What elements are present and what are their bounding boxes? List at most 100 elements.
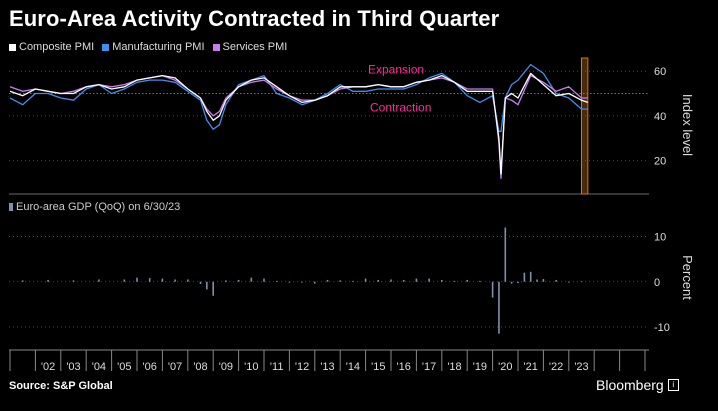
gdp-swatch-icon (9, 203, 13, 211)
source-note: Source: S&P Global (9, 380, 113, 392)
pmi-tick-label: 20 (654, 156, 666, 168)
x-tick-label: '18 (447, 361, 461, 373)
x-tick-label: '09 (219, 361, 233, 373)
highlight-region (581, 57, 589, 195)
gdp-bar (377, 279, 380, 282)
x-tick-label: '22 (549, 361, 563, 373)
gdp-bar (428, 278, 430, 282)
x-tick-label: '14 (346, 361, 360, 373)
brand-text: Bloomberg (596, 377, 664, 393)
x-tick-label: '20 (498, 361, 512, 373)
pmi-legend: Composite PMI Manufacturing PMI Services… (9, 41, 287, 53)
x-tick-label: '17 (422, 361, 436, 373)
x-tick-label: '16 (397, 361, 411, 373)
gdp-bar (326, 279, 329, 282)
gdp-tick-label: 10 (654, 232, 666, 244)
x-tick-label: '06 (143, 361, 157, 373)
x-tick-label: '15 (371, 361, 385, 373)
gdp-legend-label: Euro-area GDP (QoQ) on 6/30/23 (16, 201, 181, 213)
gdp-bar (72, 280, 75, 282)
x-tick-label: '05 (117, 361, 131, 373)
series-line-manufacturing-pmi (9, 63, 588, 133)
gdp-panel: -10 0 10 Percent (9, 227, 695, 334)
pmi-axis-title: Index level (680, 94, 695, 156)
gdp-bar (504, 227, 507, 282)
contraction-annotation: Contraction (370, 101, 431, 115)
gdp-bar (148, 278, 151, 282)
gdp-bar (542, 279, 545, 282)
chart-title: Euro-Area Activity Contracted in Third Q… (9, 6, 500, 31)
gdp-bar (225, 280, 227, 282)
gdp-bar (352, 280, 354, 282)
pmi-tick-label: 60 (654, 66, 666, 78)
gdp-axis-title: Percent (680, 255, 695, 300)
expansion-annotation: Expansion (368, 63, 424, 77)
legend-label-services: Services PMI (222, 41, 288, 53)
x-tick-label: '02 (41, 361, 55, 373)
composite-swatch-icon (9, 43, 16, 51)
gdp-bar (47, 279, 49, 282)
gdp-bar (491, 281, 494, 298)
manufacturing-swatch-icon (102, 43, 110, 51)
gdp-bar (314, 281, 316, 284)
gdp-bar (580, 281, 583, 283)
gdp-bar (136, 277, 138, 282)
gdp-bar (536, 279, 538, 282)
gdp-bar (441, 279, 443, 282)
series-line-composite-pmi (9, 72, 589, 175)
gdp-bar (390, 279, 392, 282)
gdp-bar (453, 280, 456, 282)
x-axis: '02 '03 '04 '05 '06 '07 '08 '09 '10 '11 '12 '13 '14 '… (9, 349, 649, 373)
x-tick-label: '21 (524, 361, 538, 373)
gdp-bar (250, 277, 253, 282)
legend-label-composite: Composite PMI (19, 41, 95, 53)
legend-item-composite: Composite PMI (9, 41, 94, 53)
gdp-bar (415, 278, 418, 282)
gdp-bar (517, 281, 519, 284)
x-tick-label: '08 (193, 361, 207, 373)
legend-label-manufacturing: Manufacturing PMI (112, 41, 205, 53)
gdp-bar (288, 281, 291, 283)
gdp-bar (364, 278, 367, 282)
gdp-bar (402, 279, 405, 282)
gdp-bar (187, 279, 189, 282)
services-swatch-icon (212, 43, 220, 51)
gdp-bar (263, 278, 265, 282)
x-tick-label: '07 (168, 361, 182, 373)
x-tick-label: '13 (320, 361, 334, 373)
gdp-bar (479, 280, 481, 282)
x-tick-label: '19 (473, 361, 487, 373)
gdp-bar (555, 279, 557, 282)
gdp-bar (568, 281, 570, 283)
x-tick-label: '11 (270, 361, 284, 373)
gdp-bar (301, 281, 303, 283)
bloomberg-logo: Bloomberg i (596, 377, 679, 393)
gdp-legend: Euro-area GDP (QoQ) on 6/30/23 (9, 201, 180, 213)
gdp-bar (199, 281, 202, 285)
brand-badge-icon: i (667, 379, 679, 391)
legend-item-services: Services PMI (212, 41, 288, 53)
gdp-bar (21, 280, 24, 282)
x-tick-label: '12 (295, 361, 309, 373)
gdp-tick-label: 0 (654, 277, 660, 289)
gdp-bar (339, 280, 341, 282)
gdp-bar (161, 278, 164, 282)
gdp-tick-label: -10 (654, 322, 670, 334)
x-tick-label: '04 (92, 361, 106, 373)
gdp-bar (523, 272, 526, 282)
x-tick-label: '23 (574, 361, 588, 373)
gdp-bar (498, 281, 500, 334)
gdp-bar (529, 271, 532, 282)
gdp-bar (174, 279, 176, 282)
x-tick-label: '10 (244, 361, 258, 373)
gdp-bar (123, 279, 126, 282)
pmi-tick-label: 40 (654, 111, 666, 123)
gdp-bar (237, 279, 240, 282)
pmi-panel: 20 40 60 Expansion Contraction Index level (9, 57, 695, 195)
gdp-bar (275, 280, 278, 282)
gdp-bar (212, 281, 214, 296)
gdp-bar (206, 281, 208, 290)
gdp-bar (510, 281, 513, 284)
gdp-bar (98, 279, 100, 282)
